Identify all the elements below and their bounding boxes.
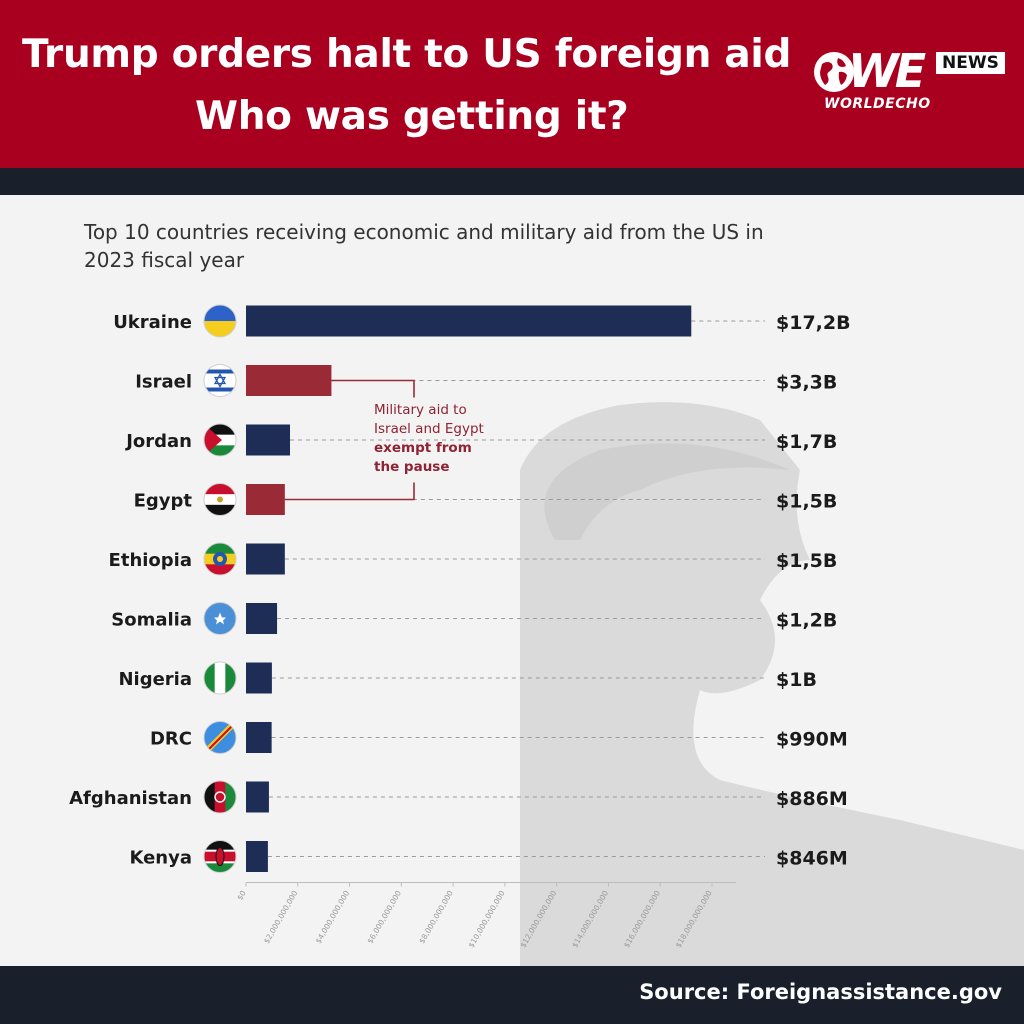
x-tick-label: $10,000,000,000	[467, 889, 507, 949]
category-label: Somalia	[111, 610, 192, 631]
afghanistan-flag-icon	[203, 780, 237, 814]
bar-nigeria	[246, 662, 272, 694]
ukraine-flag-icon	[203, 304, 237, 338]
annotation-line-3: exempt from	[374, 440, 472, 456]
bar-row-jordan: Jordan $1,7B	[124, 423, 837, 457]
bar-row-ethiopia: Ethiopia $1,5B	[109, 542, 837, 576]
value-label: $1,5B	[776, 491, 837, 513]
annotation-line-1: Military aid to	[374, 402, 467, 418]
category-label: Nigeria	[118, 669, 192, 690]
category-label: Afghanistan	[69, 788, 192, 809]
jordan-flag-icon	[203, 423, 237, 457]
value-label: $17,2B	[776, 312, 851, 334]
x-tick-label: $8,000,000,000	[417, 889, 455, 945]
nigeria-flag-icon	[203, 661, 237, 695]
bar-egypt	[246, 484, 285, 515]
category-label: Ukraine	[113, 312, 192, 333]
bar-kenya	[246, 841, 268, 872]
x-tick-label: $0	[235, 889, 248, 902]
bar-ethiopia	[246, 543, 285, 575]
drc-flag-icon	[203, 721, 237, 754]
bar-row-ukraine: Ukraine $17,2B	[113, 304, 851, 338]
chart-title: Top 10 countries receiving economic and …	[84, 220, 764, 272]
somalia-flag-icon	[203, 602, 237, 635]
value-label: $886M	[776, 788, 848, 810]
logo-news-badge: NEWS	[936, 52, 1005, 74]
category-label: Ethiopia	[109, 550, 192, 571]
bar-row-drc: DRC $990M	[150, 721, 848, 754]
category-label: DRC	[150, 729, 192, 750]
headline-line-1: Trump orders halt to US foreign aid	[22, 32, 792, 77]
x-tick-label: $2,000,000,000	[262, 889, 300, 945]
annotation-line-4: the pause	[374, 459, 450, 475]
x-tick-label: $6,000,000,000	[365, 889, 403, 945]
x-tick-label: $4,000,000,000	[314, 889, 352, 945]
bar-row-somalia: Somalia $1,2B	[111, 602, 837, 635]
bar-row-egypt: Egypt $1,5B	[134, 483, 837, 516]
value-label: $3,3B	[776, 372, 837, 394]
worldecho-logo: WE NEWS WORLDECHO	[812, 44, 1008, 116]
top-dark-band	[0, 168, 1024, 195]
value-label: $1,7B	[776, 431, 837, 453]
value-label: $1B	[776, 669, 817, 691]
value-label: $846M	[776, 848, 848, 870]
annotation-connector-egypt	[284, 482, 415, 501]
bar-row-israel: Israel $3,3B	[135, 364, 837, 397]
source-credit: Source: Foreignassistance.gov	[639, 980, 1002, 1004]
value-label: $1,2B	[776, 610, 837, 632]
ethiopia-flag-icon	[203, 542, 237, 576]
category-label: Kenya	[129, 848, 192, 869]
category-label: Egypt	[134, 491, 193, 512]
bar-ukraine	[246, 305, 692, 337]
bottom-dark-band	[0, 966, 1024, 1024]
header-banner	[0, 0, 1024, 168]
egypt-flag-icon	[203, 483, 237, 516]
bar-drc	[246, 722, 272, 753]
bar-jordan	[246, 424, 291, 456]
bar-chart: Ukraine $17,2B Israel $3,3B Jordan $1,7B Egypt…	[69, 304, 1024, 966]
logo-we-text: WE	[848, 44, 926, 98]
bar-row-afghanistan: Afghanistan $886M	[69, 780, 848, 814]
headline-line-2: Who was getting it?	[195, 94, 629, 139]
globe-icon	[814, 52, 854, 92]
logo-subtitle: WORLDECHO	[824, 96, 931, 112]
bar-israel	[246, 365, 332, 396]
israel-flag-icon	[203, 364, 237, 397]
bar-row-nigeria: Nigeria $1B	[118, 661, 817, 695]
value-label: $1,5B	[776, 550, 837, 572]
bar-somalia	[246, 603, 278, 634]
kenya-flag-icon	[203, 840, 237, 873]
bar-row-kenya: Kenya $846M	[129, 840, 848, 873]
annotation-connector-israel	[331, 379, 415, 398]
value-label: $990M	[776, 729, 848, 751]
category-label: Jordan	[124, 431, 192, 452]
bar-afghanistan	[246, 781, 269, 813]
category-label: Israel	[135, 372, 192, 393]
annotation-text: Military aid to Israel and Egypt exempt …	[374, 401, 524, 477]
annotation-line-2: Israel and Egypt	[374, 421, 484, 437]
background-silhouette	[520, 402, 1024, 966]
